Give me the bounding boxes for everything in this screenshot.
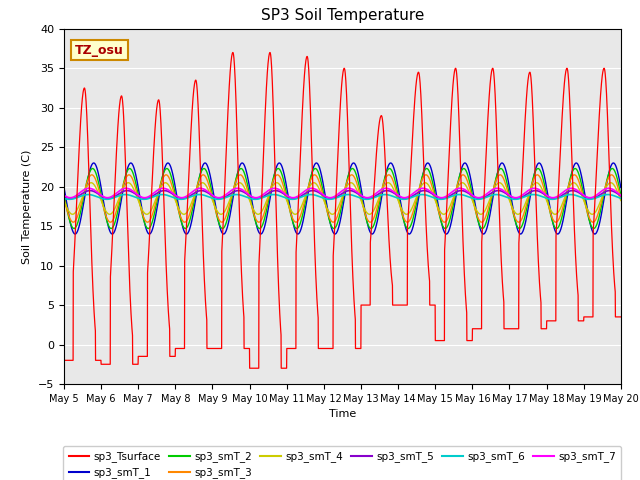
sp3_smT_2	[70, 226, 78, 231]
sp3_smT_5	[606, 188, 614, 193]
sp3_Tsurface	[60, 358, 68, 363]
sp3_smT_3	[606, 173, 614, 179]
sp3_smT_3	[157, 181, 164, 187]
sp3_smT_1	[546, 205, 554, 211]
sp3_smT_6	[298, 194, 306, 200]
sp3_Tsurface	[124, 222, 131, 228]
sp3_Tsurface	[606, 190, 614, 195]
sp3_Tsurface	[547, 318, 554, 324]
sp3_smT_3	[298, 209, 306, 215]
sp3_smT_7	[124, 186, 132, 192]
sp3_smT_2	[617, 192, 625, 198]
sp3_smT_2	[546, 209, 554, 215]
sp3_smT_4	[298, 203, 306, 208]
sp3_smT_1	[298, 223, 306, 229]
sp3_Tsurface	[298, 115, 306, 121]
sp3_Tsurface	[229, 49, 237, 55]
sp3_smT_6	[274, 192, 282, 198]
sp3_smT_4	[274, 180, 282, 186]
sp3_smT_4	[607, 180, 614, 186]
sp3_smT_6	[60, 195, 68, 201]
sp3_smT_2	[60, 192, 68, 198]
sp3_smT_7	[274, 186, 282, 192]
sp3_smT_1	[617, 185, 625, 191]
sp3_smT_5	[606, 188, 614, 193]
sp3_smT_4	[157, 184, 164, 190]
sp3_smT_1	[606, 166, 614, 171]
sp3_Tsurface	[617, 314, 625, 320]
Line: sp3_smT_4: sp3_smT_4	[64, 183, 621, 214]
sp3_smT_2	[298, 215, 306, 221]
Line: sp3_smT_7: sp3_smT_7	[64, 188, 621, 198]
X-axis label: Time: Time	[329, 409, 356, 419]
sp3_smT_2	[609, 166, 616, 171]
sp3_smT_6	[66, 196, 74, 202]
sp3_smT_2	[124, 168, 132, 173]
Line: sp3_smT_1: sp3_smT_1	[64, 163, 621, 234]
sp3_smT_5	[68, 196, 76, 202]
sp3_smT_7	[546, 194, 554, 200]
sp3_smT_4	[68, 211, 76, 217]
sp3_smT_1	[60, 185, 68, 191]
sp3_smT_2	[274, 166, 282, 171]
Line: sp3_smT_3: sp3_smT_3	[64, 175, 621, 222]
Legend: sp3_Tsurface, sp3_smT_1, sp3_smT_2, sp3_smT_3, sp3_smT_4, sp3_smT_5, sp3_smT_6, : sp3_Tsurface, sp3_smT_1, sp3_smT_2, sp3_…	[63, 446, 621, 480]
sp3_smT_5	[546, 195, 554, 201]
sp3_smT_3	[607, 172, 615, 178]
sp3_smT_5	[157, 189, 164, 194]
sp3_smT_1	[124, 165, 132, 171]
sp3_smT_7	[617, 192, 625, 198]
Title: SP3 Soil Temperature: SP3 Soil Temperature	[260, 9, 424, 24]
sp3_smT_3	[70, 219, 77, 225]
sp3_smT_5	[274, 188, 282, 194]
sp3_smT_7	[60, 192, 68, 198]
sp3_smT_3	[60, 196, 68, 202]
sp3_smT_7	[67, 195, 74, 201]
sp3_smT_6	[617, 195, 625, 201]
sp3_Tsurface	[157, 113, 164, 119]
sp3_smT_5	[298, 193, 306, 199]
sp3_smT_3	[274, 172, 282, 178]
sp3_smT_7	[605, 185, 612, 191]
sp3_smT_3	[546, 209, 554, 215]
Line: sp3_Tsurface: sp3_Tsurface	[64, 52, 621, 368]
sp3_smT_5	[124, 188, 132, 193]
sp3_smT_1	[157, 183, 164, 189]
Text: TZ_osu: TZ_osu	[75, 44, 124, 57]
sp3_smT_6	[604, 192, 612, 197]
sp3_smT_3	[124, 172, 132, 178]
Line: sp3_smT_2: sp3_smT_2	[64, 168, 621, 228]
sp3_smT_4	[60, 198, 68, 204]
sp3_smT_4	[606, 180, 614, 186]
sp3_smT_7	[606, 186, 614, 192]
sp3_smT_6	[546, 196, 554, 202]
sp3_smT_4	[546, 206, 554, 212]
sp3_smT_1	[609, 160, 617, 166]
sp3_smT_7	[157, 186, 164, 192]
sp3_smT_6	[606, 192, 614, 198]
sp3_smT_1	[274, 161, 282, 167]
sp3_smT_6	[157, 192, 164, 198]
sp3_smT_4	[617, 198, 625, 204]
sp3_smT_7	[298, 191, 306, 196]
sp3_Tsurface	[274, 265, 282, 271]
sp3_smT_5	[617, 193, 625, 199]
Line: sp3_smT_6: sp3_smT_6	[64, 194, 621, 199]
sp3_smT_3	[617, 196, 625, 202]
sp3_smT_2	[157, 180, 164, 186]
sp3_smT_5	[60, 193, 68, 199]
Y-axis label: Soil Temperature (C): Soil Temperature (C)	[22, 149, 33, 264]
sp3_smT_6	[124, 192, 132, 198]
sp3_Tsurface	[246, 365, 253, 371]
sp3_smT_4	[124, 180, 132, 186]
Line: sp3_smT_5: sp3_smT_5	[64, 191, 621, 199]
sp3_smT_1	[71, 231, 79, 237]
sp3_smT_2	[606, 168, 614, 173]
